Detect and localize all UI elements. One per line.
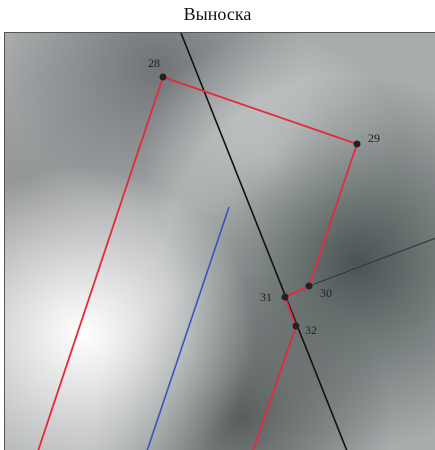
black-line [180,33,348,450]
boundary-point-32[interactable]: 32 [292,322,318,338]
point-label-32: 32 [305,323,317,337]
boundary-point-30[interactable]: 30 [305,282,333,301]
map-title: Выноска [183,4,252,24]
point-label-29: 29 [368,131,380,145]
map-viewport[interactable]: 28 29 30 31 32 [4,32,435,450]
map-canvas: 28 29 30 31 32 [5,33,435,450]
leader-line [308,237,435,287]
point-label-28: 28 [148,56,160,70]
boundary-point-31[interactable]: 31 [260,290,289,304]
point-label-30: 30 [320,286,332,300]
satellite-background [5,33,435,450]
blue-line [146,206,230,450]
boundary-point-28[interactable]: 28 [148,56,167,81]
boundary-point-29[interactable]: 29 [353,131,381,148]
point-label-31: 31 [260,290,272,304]
